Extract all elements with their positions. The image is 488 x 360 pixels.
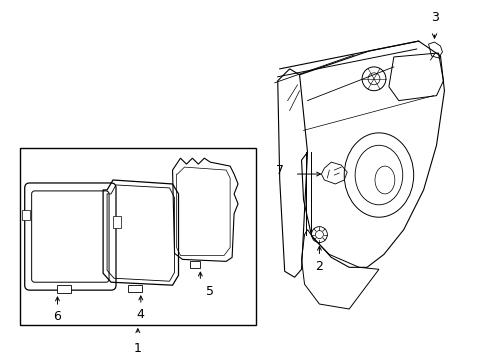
Text: 3: 3 [430, 11, 438, 24]
Text: 2: 2 [315, 260, 323, 273]
Bar [113, 216, 121, 228]
Bar [20, 148, 255, 325]
Bar [57, 285, 71, 293]
Bar [21, 210, 30, 220]
Bar [190, 261, 200, 268]
Text: 4: 4 [137, 309, 144, 321]
Text: 7: 7 [275, 163, 283, 176]
Text: 1: 1 [134, 342, 142, 355]
Text: 5: 5 [206, 285, 214, 298]
Text: 6: 6 [53, 310, 61, 323]
Bar [128, 285, 142, 292]
